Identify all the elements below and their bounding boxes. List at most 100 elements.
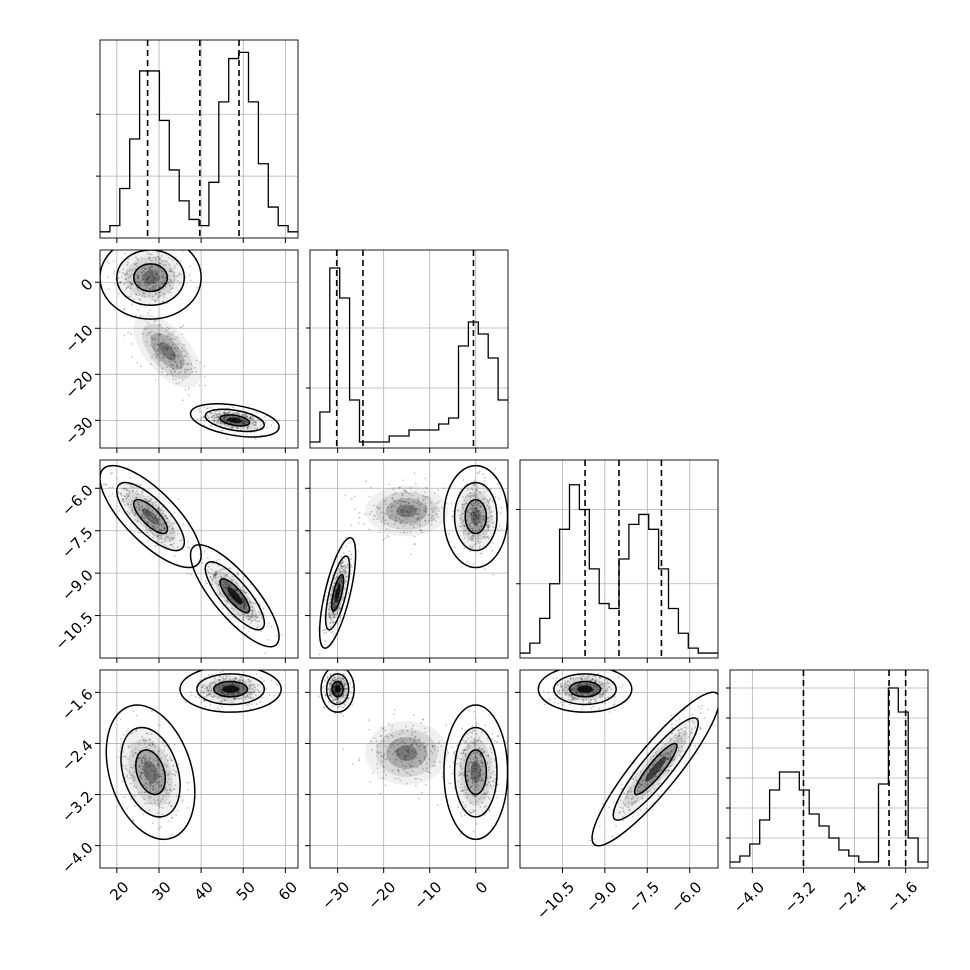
histogram-step bbox=[520, 484, 718, 654]
x-tick-label: −30 bbox=[318, 878, 353, 913]
density-band bbox=[142, 508, 159, 526]
density-band bbox=[454, 727, 497, 817]
contour-line bbox=[568, 680, 602, 698]
density-fill bbox=[116, 250, 265, 432]
contour-line bbox=[591, 691, 718, 847]
contour-line bbox=[320, 670, 355, 713]
density-band bbox=[454, 482, 497, 551]
histogram-step bbox=[310, 267, 508, 443]
density-band bbox=[645, 756, 667, 782]
x-tick-label: −10.5 bbox=[533, 878, 578, 923]
density-band bbox=[385, 737, 428, 770]
histogram-panel bbox=[729, 669, 929, 869]
contour-line bbox=[553, 673, 617, 706]
density-band bbox=[334, 583, 341, 603]
contour-line bbox=[612, 717, 699, 821]
density-band bbox=[334, 685, 341, 693]
histogram-panel bbox=[519, 459, 719, 659]
histogram-panel bbox=[99, 39, 299, 239]
x-tick-label: 30 bbox=[148, 878, 174, 904]
density-band bbox=[158, 342, 176, 361]
contour-line bbox=[179, 670, 282, 713]
contours bbox=[537, 670, 718, 847]
scatter-panel bbox=[99, 459, 299, 659]
x-tick-label: −7.5 bbox=[625, 878, 663, 916]
x-tick-label: −9.0 bbox=[582, 878, 620, 916]
density-band bbox=[385, 498, 428, 524]
y-tick-label: −3.2 bbox=[58, 787, 96, 825]
density-band bbox=[465, 499, 487, 534]
density-band bbox=[227, 587, 243, 605]
contour-line bbox=[325, 673, 350, 706]
contour-line bbox=[537, 670, 633, 713]
y-tick-label: −9.0 bbox=[58, 566, 96, 604]
contour-line bbox=[633, 742, 678, 796]
density-band bbox=[365, 485, 449, 537]
contour-line bbox=[204, 408, 266, 433]
density-band bbox=[470, 761, 482, 784]
contour-line bbox=[453, 481, 498, 552]
scatter-panel bbox=[309, 459, 509, 659]
x-tick-label: 0 bbox=[472, 878, 491, 897]
contour-line bbox=[464, 498, 488, 535]
x-tick-label: −20 bbox=[364, 878, 399, 913]
x-tick-label: 40 bbox=[191, 878, 217, 904]
contour-line bbox=[213, 680, 249, 698]
scatter-panel bbox=[519, 669, 719, 869]
histogram-panel bbox=[309, 249, 509, 449]
density-band bbox=[125, 491, 176, 543]
contour-line bbox=[464, 749, 488, 796]
x-tick-label: −10 bbox=[410, 878, 445, 913]
contour-line bbox=[330, 573, 345, 613]
density-band bbox=[143, 761, 158, 784]
density-band bbox=[142, 270, 159, 285]
y-tick-label: −1.6 bbox=[58, 685, 96, 723]
y-tick-label: −10 bbox=[62, 321, 97, 356]
y-tick-label: −20 bbox=[62, 367, 97, 402]
contour-line bbox=[105, 704, 196, 841]
density-band bbox=[470, 508, 482, 526]
y-tick-label: −30 bbox=[62, 413, 97, 448]
contour-line bbox=[116, 481, 186, 552]
y-tick-label: −10.5 bbox=[51, 609, 96, 654]
contour-line bbox=[324, 555, 351, 631]
x-tick-label: −6.0 bbox=[667, 878, 705, 916]
density-fill bbox=[116, 482, 265, 630]
contour-line bbox=[219, 414, 251, 427]
contour-line bbox=[189, 544, 280, 648]
density-band bbox=[465, 749, 487, 795]
x-tick-label: −1.6 bbox=[883, 878, 921, 916]
contour-line bbox=[453, 726, 498, 818]
density-band bbox=[375, 491, 438, 531]
contour-line bbox=[132, 498, 169, 535]
density-band bbox=[121, 727, 181, 817]
contours bbox=[100, 250, 280, 438]
density-band bbox=[116, 250, 185, 306]
density-band bbox=[396, 504, 418, 518]
contour-line bbox=[116, 250, 186, 307]
contour-line bbox=[100, 464, 202, 569]
density-band bbox=[577, 685, 593, 693]
x-tick-label: −2.4 bbox=[832, 878, 870, 916]
density-band bbox=[459, 738, 492, 806]
histogram-step bbox=[100, 51, 298, 233]
density-band bbox=[133, 499, 168, 534]
x-tick-label: 50 bbox=[233, 878, 259, 904]
density-band bbox=[128, 738, 173, 806]
contour-line bbox=[100, 250, 202, 320]
density-band bbox=[142, 323, 193, 379]
density-band bbox=[375, 729, 438, 777]
x-tick-label: 20 bbox=[106, 878, 132, 904]
density-band bbox=[459, 491, 492, 543]
contour-line bbox=[204, 561, 266, 631]
density-band bbox=[150, 332, 185, 370]
y-tick-label: −6.0 bbox=[58, 481, 96, 519]
density-band bbox=[116, 482, 185, 551]
scatter-panel bbox=[99, 249, 299, 449]
contour-line bbox=[132, 263, 169, 293]
y-tick-label: −7.5 bbox=[58, 524, 96, 562]
x-tick-label: −3.2 bbox=[781, 878, 819, 916]
density-band bbox=[133, 263, 168, 292]
density-band bbox=[396, 745, 418, 762]
scatter-panel bbox=[309, 669, 509, 869]
